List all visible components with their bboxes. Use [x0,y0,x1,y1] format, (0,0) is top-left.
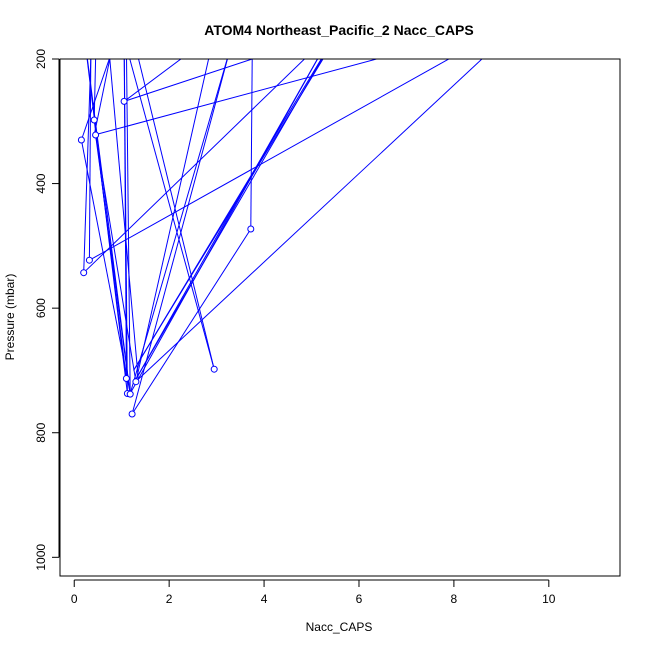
series-line-segment [89,59,450,261]
data-point-marker [85,256,93,264]
series-line-segment [93,59,97,121]
y-tick-label: 400 [34,173,48,193]
plot-layer [77,59,483,418]
data-point-marker [247,225,255,233]
data-point-marker [122,375,130,382]
x-tick-label: 4 [261,592,268,606]
x-tick-label: 6 [356,592,363,606]
data-point-marker [120,97,128,105]
x-tick-label: 8 [451,592,458,606]
data-point-marker [77,136,85,144]
series-line-segment [131,59,228,415]
x-tick-label: 2 [166,592,173,606]
series-line-segment [131,228,252,415]
data-point-marker [126,390,134,398]
chart-title: ATOM4 Northeast_Pacific_2 Nacc_CAPS [204,22,473,38]
data-point-marker [210,365,218,373]
x-tick-label: 0 [71,592,78,606]
y-tick-label: 800 [34,422,48,442]
series-line-segment [129,59,215,370]
data-point-marker [128,410,136,418]
data-point-marker [90,116,98,124]
series-line-segment [123,59,128,394]
series-line-segment [135,59,319,380]
axes-layer: 0 2 4 6 8 10 200 400 600 800 1000 [34,49,556,606]
series-line-segment [123,59,253,102]
data-point-marker [92,131,100,139]
series-line-segment [94,59,379,136]
data-point-marker [132,378,140,386]
y-tick-label: 600 [34,298,48,318]
series-line-segment [126,59,131,394]
series-line-segment [80,59,110,141]
series-line-segment [80,139,131,394]
y-axis-label: Pressure (mbar) [3,274,17,361]
data-point-marker [80,269,88,277]
series-line-segment [250,59,253,230]
x-axis-label: Nacc_CAPS [306,620,373,634]
series-line-segment [83,59,92,273]
plot-frame [59,58,621,577]
series-line-segment [129,59,228,394]
series-line-segment [109,59,139,380]
series-line-segment [137,59,483,380]
series-line-segment [95,134,131,395]
series-line-segment [133,59,324,371]
series-line-segment [123,59,182,102]
x-tick-label: 10 [542,592,556,606]
y-tick-label: 200 [34,49,48,69]
series-line-segment [88,59,92,261]
series-line-segment [83,59,306,274]
y-tick-label: 1000 [34,544,48,571]
